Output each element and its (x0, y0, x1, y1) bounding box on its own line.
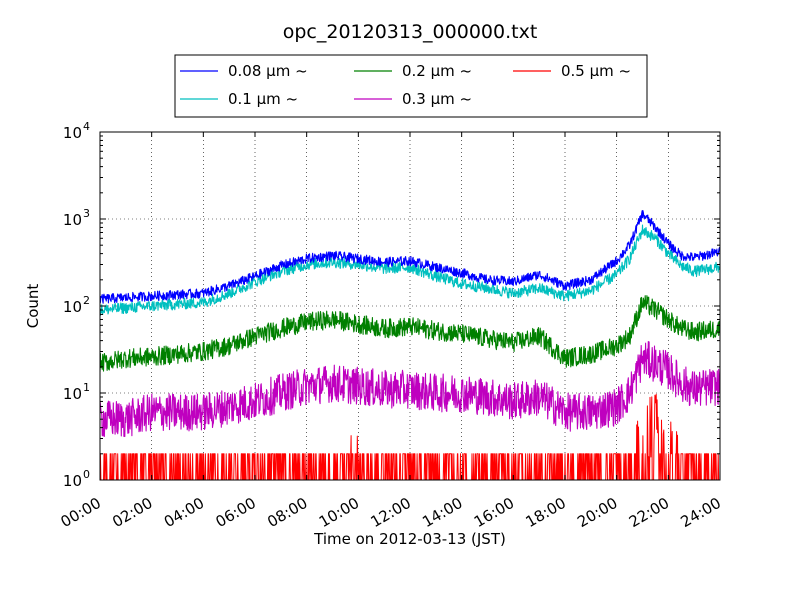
series-line (100, 210, 720, 304)
y-tick-exponent: 3 (83, 207, 90, 220)
y-axis-label: Count (24, 284, 42, 329)
y-tick-exponent: 1 (83, 381, 90, 394)
ticks (99, 131, 721, 481)
y-tick-exponent: 4 (83, 120, 90, 133)
y-tick-exponent: 0 (83, 468, 90, 481)
series-line (100, 295, 720, 373)
y-tick-exponent: 2 (83, 294, 90, 307)
series-layer (100, 210, 720, 480)
legend-label: 0.5 μm ~ (561, 62, 631, 80)
x-axis-label: Time on 2012-03-13 (JST) (313, 530, 506, 548)
y-tick-base: 10 (63, 211, 82, 229)
y-tick-label: 10 (63, 124, 82, 142)
legend-label: 0.2 μm ~ (402, 62, 472, 80)
plot-area (99, 131, 721, 481)
y-tick-base: 10 (63, 385, 82, 403)
legend-label: 0.1 μm ~ (228, 90, 298, 108)
y-tick-base: 10 (63, 298, 82, 316)
y-tick-base: 10 (63, 472, 82, 490)
y-tick-label: 10 (63, 472, 82, 490)
legend: 0.08 μm ~ 0.1 μm ~ 0.2 μm ~ 0.3 μm ~ 0.5 μm … (174, 54, 648, 118)
y-tick-label: 10 (63, 298, 82, 316)
series-line (100, 393, 720, 480)
series-line (100, 340, 720, 438)
legend-label: 0.08 μm ~ (228, 62, 308, 80)
legend-label: 0.3 μm ~ (402, 90, 472, 108)
y-tick-label: 10 (63, 211, 82, 229)
y-tick-label: 10 (63, 385, 82, 403)
y-tick-base: 10 (63, 124, 82, 142)
chart-title: opc_20120313_000000.txt (283, 21, 538, 43)
legend-frame (174, 54, 648, 118)
